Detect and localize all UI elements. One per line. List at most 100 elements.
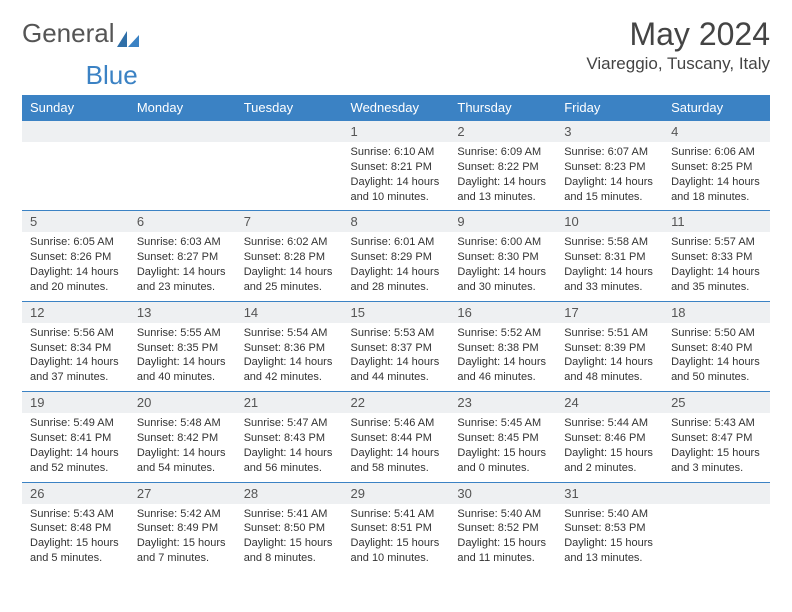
calendar-day-cell: 30Sunrise: 5:40 AMSunset: 8:52 PMDayligh… <box>449 482 556 572</box>
day-details: Sunrise: 6:09 AMSunset: 8:22 PMDaylight:… <box>449 142 556 210</box>
sail-icon <box>117 25 139 43</box>
day-number: 11 <box>663 211 770 232</box>
calendar-day-cell: 4Sunrise: 6:06 AMSunset: 8:25 PMDaylight… <box>663 121 770 211</box>
day-number <box>129 121 236 142</box>
day-details: Sunrise: 5:41 AMSunset: 8:51 PMDaylight:… <box>343 504 450 572</box>
brand-logo: General <box>22 18 139 49</box>
calendar-day-cell: 9Sunrise: 6:00 AMSunset: 8:30 PMDaylight… <box>449 211 556 301</box>
day-number: 15 <box>343 302 450 323</box>
day-details: Sunrise: 5:51 AMSunset: 8:39 PMDaylight:… <box>556 323 663 391</box>
calendar-day-cell: 25Sunrise: 5:43 AMSunset: 8:47 PMDayligh… <box>663 392 770 482</box>
brand-name-2: Blue <box>86 60 138 91</box>
calendar-day-cell: 2Sunrise: 6:09 AMSunset: 8:22 PMDaylight… <box>449 121 556 211</box>
day-details: Sunrise: 6:03 AMSunset: 8:27 PMDaylight:… <box>129 232 236 300</box>
day-details: Sunrise: 5:49 AMSunset: 8:41 PMDaylight:… <box>22 413 129 481</box>
day-number: 3 <box>556 121 663 142</box>
day-number: 14 <box>236 302 343 323</box>
day-details: Sunrise: 5:44 AMSunset: 8:46 PMDaylight:… <box>556 413 663 481</box>
month-title: May 2024 <box>586 18 770 50</box>
day-number: 4 <box>663 121 770 142</box>
calendar-table: SundayMondayTuesdayWednesdayThursdayFrid… <box>22 95 770 572</box>
day-number: 2 <box>449 121 556 142</box>
day-number: 23 <box>449 392 556 413</box>
day-number <box>236 121 343 142</box>
calendar-day-cell: 17Sunrise: 5:51 AMSunset: 8:39 PMDayligh… <box>556 301 663 391</box>
day-number: 22 <box>343 392 450 413</box>
day-details: Sunrise: 6:01 AMSunset: 8:29 PMDaylight:… <box>343 232 450 300</box>
calendar-day-cell: 28Sunrise: 5:41 AMSunset: 8:50 PMDayligh… <box>236 482 343 572</box>
calendar-day-cell: 22Sunrise: 5:46 AMSunset: 8:44 PMDayligh… <box>343 392 450 482</box>
day-details: Sunrise: 5:56 AMSunset: 8:34 PMDaylight:… <box>22 323 129 391</box>
day-number: 9 <box>449 211 556 232</box>
day-details: Sunrise: 5:53 AMSunset: 8:37 PMDaylight:… <box>343 323 450 391</box>
calendar-day-cell: 24Sunrise: 5:44 AMSunset: 8:46 PMDayligh… <box>556 392 663 482</box>
calendar-empty-cell <box>129 121 236 211</box>
day-number: 19 <box>22 392 129 413</box>
day-number: 12 <box>22 302 129 323</box>
weekday-header: Sunday <box>22 95 129 121</box>
title-block: May 2024 Viareggio, Tuscany, Italy <box>586 18 770 74</box>
calendar-day-cell: 31Sunrise: 5:40 AMSunset: 8:53 PMDayligh… <box>556 482 663 572</box>
day-number: 6 <box>129 211 236 232</box>
day-number <box>663 483 770 504</box>
calendar-day-cell: 7Sunrise: 6:02 AMSunset: 8:28 PMDaylight… <box>236 211 343 301</box>
day-details: Sunrise: 6:00 AMSunset: 8:30 PMDaylight:… <box>449 232 556 300</box>
day-details: Sunrise: 5:43 AMSunset: 8:48 PMDaylight:… <box>22 504 129 572</box>
weekday-header: Monday <box>129 95 236 121</box>
calendar-page: General May 2024 Viareggio, Tuscany, Ita… <box>0 0 792 590</box>
day-number: 29 <box>343 483 450 504</box>
calendar-empty-cell <box>22 121 129 211</box>
day-details: Sunrise: 5:40 AMSunset: 8:53 PMDaylight:… <box>556 504 663 572</box>
calendar-week-row: 1Sunrise: 6:10 AMSunset: 8:21 PMDaylight… <box>22 121 770 211</box>
day-details: Sunrise: 5:55 AMSunset: 8:35 PMDaylight:… <box>129 323 236 391</box>
calendar-header-row: SundayMondayTuesdayWednesdayThursdayFrid… <box>22 95 770 121</box>
weekday-header: Saturday <box>663 95 770 121</box>
day-details: Sunrise: 5:46 AMSunset: 8:44 PMDaylight:… <box>343 413 450 481</box>
day-number: 8 <box>343 211 450 232</box>
location-text: Viareggio, Tuscany, Italy <box>586 54 770 74</box>
day-number: 10 <box>556 211 663 232</box>
calendar-day-cell: 5Sunrise: 6:05 AMSunset: 8:26 PMDaylight… <box>22 211 129 301</box>
day-number <box>22 121 129 142</box>
day-details: Sunrise: 6:07 AMSunset: 8:23 PMDaylight:… <box>556 142 663 210</box>
calendar-empty-cell <box>663 482 770 572</box>
day-details: Sunrise: 5:40 AMSunset: 8:52 PMDaylight:… <box>449 504 556 572</box>
weekday-header: Thursday <box>449 95 556 121</box>
day-details: Sunrise: 6:06 AMSunset: 8:25 PMDaylight:… <box>663 142 770 210</box>
calendar-day-cell: 27Sunrise: 5:42 AMSunset: 8:49 PMDayligh… <box>129 482 236 572</box>
calendar-day-cell: 14Sunrise: 5:54 AMSunset: 8:36 PMDayligh… <box>236 301 343 391</box>
day-details <box>129 142 236 202</box>
weekday-header: Friday <box>556 95 663 121</box>
day-details: Sunrise: 6:05 AMSunset: 8:26 PMDaylight:… <box>22 232 129 300</box>
day-details: Sunrise: 5:47 AMSunset: 8:43 PMDaylight:… <box>236 413 343 481</box>
day-number: 25 <box>663 392 770 413</box>
day-number: 17 <box>556 302 663 323</box>
day-number: 1 <box>343 121 450 142</box>
calendar-body: 1Sunrise: 6:10 AMSunset: 8:21 PMDaylight… <box>22 121 770 572</box>
calendar-day-cell: 13Sunrise: 5:55 AMSunset: 8:35 PMDayligh… <box>129 301 236 391</box>
calendar-week-row: 5Sunrise: 6:05 AMSunset: 8:26 PMDaylight… <box>22 211 770 301</box>
day-details: Sunrise: 5:50 AMSunset: 8:40 PMDaylight:… <box>663 323 770 391</box>
calendar-day-cell: 8Sunrise: 6:01 AMSunset: 8:29 PMDaylight… <box>343 211 450 301</box>
day-details: Sunrise: 5:41 AMSunset: 8:50 PMDaylight:… <box>236 504 343 572</box>
calendar-day-cell: 20Sunrise: 5:48 AMSunset: 8:42 PMDayligh… <box>129 392 236 482</box>
calendar-day-cell: 1Sunrise: 6:10 AMSunset: 8:21 PMDaylight… <box>343 121 450 211</box>
calendar-day-cell: 29Sunrise: 5:41 AMSunset: 8:51 PMDayligh… <box>343 482 450 572</box>
calendar-day-cell: 23Sunrise: 5:45 AMSunset: 8:45 PMDayligh… <box>449 392 556 482</box>
day-details: Sunrise: 5:48 AMSunset: 8:42 PMDaylight:… <box>129 413 236 481</box>
calendar-week-row: 26Sunrise: 5:43 AMSunset: 8:48 PMDayligh… <box>22 482 770 572</box>
day-details: Sunrise: 5:43 AMSunset: 8:47 PMDaylight:… <box>663 413 770 481</box>
calendar-day-cell: 18Sunrise: 5:50 AMSunset: 8:40 PMDayligh… <box>663 301 770 391</box>
day-number: 20 <box>129 392 236 413</box>
day-number: 5 <box>22 211 129 232</box>
day-details: Sunrise: 5:45 AMSunset: 8:45 PMDaylight:… <box>449 413 556 481</box>
day-details <box>236 142 343 202</box>
day-details: Sunrise: 5:57 AMSunset: 8:33 PMDaylight:… <box>663 232 770 300</box>
day-details <box>22 142 129 202</box>
day-number: 21 <box>236 392 343 413</box>
calendar-day-cell: 26Sunrise: 5:43 AMSunset: 8:48 PMDayligh… <box>22 482 129 572</box>
calendar-week-row: 19Sunrise: 5:49 AMSunset: 8:41 PMDayligh… <box>22 392 770 482</box>
weekday-header: Wednesday <box>343 95 450 121</box>
calendar-day-cell: 16Sunrise: 5:52 AMSunset: 8:38 PMDayligh… <box>449 301 556 391</box>
day-number: 16 <box>449 302 556 323</box>
